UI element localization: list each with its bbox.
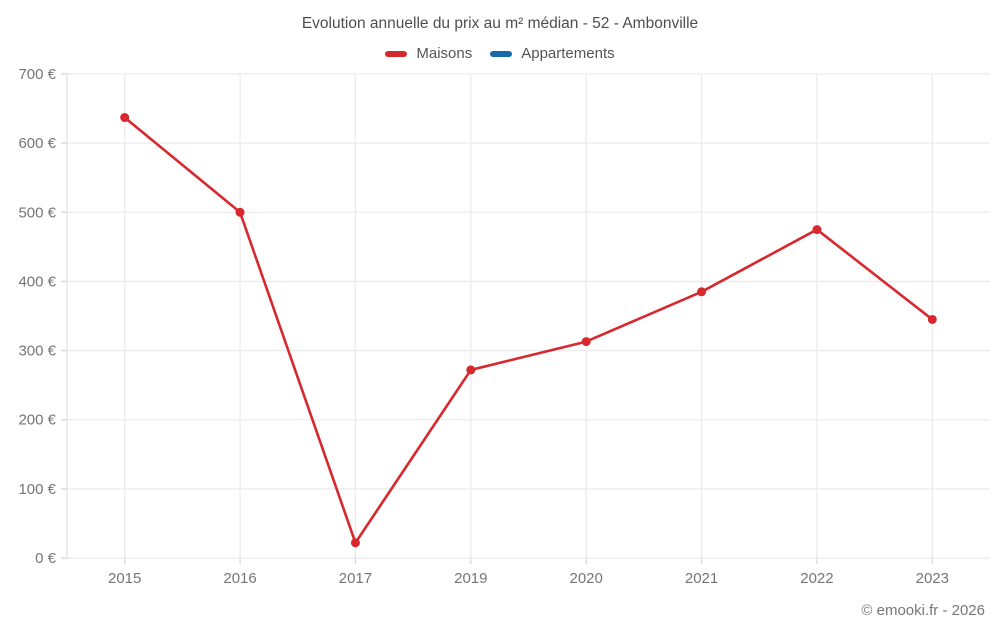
x-axis-tick-label: 2019 bbox=[454, 570, 487, 587]
legend-label: Maisons bbox=[416, 45, 473, 62]
tick-marks bbox=[61, 73, 933, 564]
legend-item-appartements[interactable]: Appartements bbox=[490, 45, 615, 62]
chart-title: Evolution annuelle du prix au m² médian … bbox=[301, 15, 699, 32]
data-point[interactable] bbox=[350, 538, 360, 548]
legend-swatch-maisons bbox=[385, 50, 408, 57]
y-axis-tick-label: 0 € bbox=[35, 550, 57, 567]
x-axis-tick-label: 2021 bbox=[685, 570, 718, 587]
x-axis-tick-label: 2023 bbox=[916, 570, 949, 587]
x-axis-tick-label: 2022 bbox=[800, 570, 833, 587]
y-axis-tick-label: 400 € bbox=[18, 273, 56, 290]
data-series bbox=[120, 113, 937, 548]
series-maisons bbox=[120, 113, 937, 548]
y-axis-tick-label: 200 € bbox=[18, 412, 56, 429]
legend-label: Appartements bbox=[521, 45, 615, 62]
data-point[interactable] bbox=[812, 225, 822, 235]
x-axis-tick-label: 2017 bbox=[339, 570, 372, 587]
legend-swatch-appartements bbox=[490, 50, 513, 57]
y-axis-tick-label: 300 € bbox=[18, 343, 56, 360]
x-axis-tick-label: 2015 bbox=[108, 570, 141, 587]
legend-item-maisons[interactable]: Maisons bbox=[385, 45, 472, 62]
data-point[interactable] bbox=[120, 113, 130, 123]
data-point[interactable] bbox=[581, 337, 591, 347]
y-axis-tick-label: 100 € bbox=[18, 481, 56, 498]
data-point[interactable] bbox=[697, 287, 707, 297]
series-line bbox=[123, 116, 934, 545]
y-axis-tick-label: 500 € bbox=[18, 204, 56, 221]
chart-legend: Maisons Appartements bbox=[0, 45, 1000, 62]
y-axis-tick-label: 600 € bbox=[18, 135, 56, 152]
gridlines bbox=[66, 73, 990, 559]
copyright-watermark: © emooki.fr - 2026 bbox=[861, 602, 985, 619]
data-point[interactable] bbox=[235, 207, 245, 217]
x-axis-tick-label: 2020 bbox=[570, 570, 603, 587]
y-axis-tick-label: 700 € bbox=[18, 66, 56, 83]
data-point[interactable] bbox=[927, 314, 937, 324]
x-axis-tick-label: 2016 bbox=[223, 570, 256, 587]
data-point[interactable] bbox=[466, 365, 476, 375]
axis-labels: 0 € 100 € 200 € 300 € 400 € 500 € 600 € 700 € 20… bbox=[18, 66, 949, 587]
